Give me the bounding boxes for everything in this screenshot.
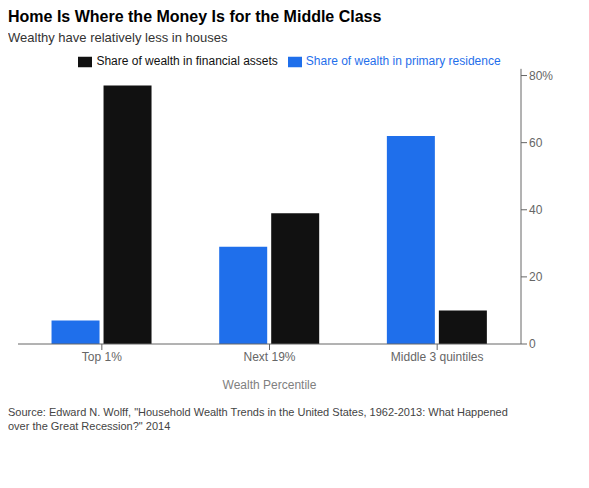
html-text:Share of wealth in primary res: Share of wealth in primary residence (305, 54, 501, 68)
html-text:Wealthy have relatively less i: Wealthy have relatively less in houses (8, 30, 228, 45)
svg-text:0: 0 (529, 337, 536, 351)
svg-text:Top 1%: Top 1% (82, 350, 122, 364)
html-text:Home Is Where the Money Is for: Home Is Where the Money Is for the Middl… (8, 8, 382, 25)
svg-text:Middle 3 quintiles: Middle 3 quintiles (391, 350, 484, 364)
svg-text:60: 60 (529, 136, 543, 150)
svg-text:Next 19%: Next 19% (243, 350, 295, 364)
svg-text:Wealth Percentile: Wealth Percentile (223, 378, 317, 392)
svg-text:80%: 80% (529, 69, 553, 83)
svg-text:20: 20 (529, 270, 543, 284)
html-text:Source: Edward N. Wolff, "Hous: Source: Edward N. Wolff, "Household Weal… (8, 406, 508, 418)
html-text:Share of wealth in financial a: Share of wealth in financial assets (96, 54, 278, 68)
svg-text:40: 40 (529, 203, 543, 217)
html-text:over the Great Recession?" 201: over the Great Recession?" 2014 (8, 420, 171, 433)
